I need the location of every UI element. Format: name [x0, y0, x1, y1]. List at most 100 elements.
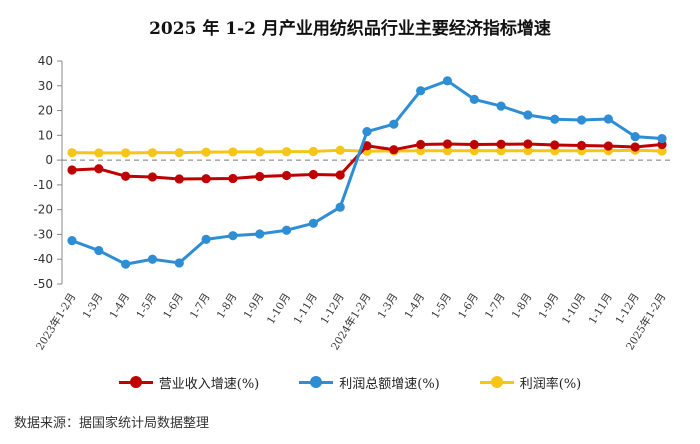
data-point-profit: [442, 76, 453, 86]
x-tick-label: 1-4月: [107, 291, 132, 321]
data-point-margin: [255, 147, 265, 157]
data-point-revenue: [576, 140, 587, 151]
data-point-profit: [121, 259, 131, 269]
data-point-profit: [469, 94, 479, 105]
data-point-revenue: [94, 164, 104, 174]
x-tick-label: 2023年1-2月: [33, 291, 78, 353]
data-point-margin: [523, 146, 533, 156]
y-tick-label: 10: [38, 128, 53, 142]
x-tick-label: 1-5月: [429, 291, 454, 321]
x-tick-label: 1-3月: [376, 291, 401, 321]
data-point-revenue: [147, 172, 158, 182]
data-point-profit: [416, 86, 426, 96]
data-point-revenue: [67, 165, 77, 175]
y-tick-label: 30: [38, 79, 53, 93]
data-point-profit: [523, 110, 533, 120]
data-point-profit: [576, 115, 587, 125]
data-point-revenue: [362, 141, 372, 151]
data-point-profit: [496, 101, 506, 111]
data-point-revenue: [201, 174, 211, 184]
legend-label-margin: 利润率(%): [519, 376, 582, 392]
legend-swatch-revenue: [118, 376, 153, 388]
data-point-revenue: [308, 169, 318, 180]
data-point-margin: [281, 147, 292, 157]
x-tick-label: 1-6月: [161, 291, 186, 321]
x-tick-label: 1-3月: [81, 291, 106, 321]
data-point-profit: [94, 245, 104, 256]
data-source-note: 数据来源：据国家统计局数据整理: [14, 416, 210, 431]
x-tick-label: 1-7月: [188, 291, 213, 321]
data-point-revenue: [603, 141, 613, 151]
x-tick-label: 1-7月: [483, 291, 508, 321]
data-point-margin: [657, 146, 667, 156]
x-tick-label: 1-12月: [613, 291, 641, 326]
data-point-margin: [228, 147, 238, 157]
data-point-profit: [550, 114, 560, 124]
data-point-revenue: [550, 140, 560, 150]
y-tick-label: 40: [38, 54, 53, 68]
data-point-profit: [657, 133, 667, 144]
data-point-revenue: [523, 139, 533, 149]
data-point-revenue: [281, 170, 292, 181]
y-tick-label: -10: [33, 178, 53, 192]
legend-item-margin: 利润率(%): [479, 372, 582, 392]
legend-item-profit: 利润总额增速(%): [299, 372, 440, 392]
data-point-margin: [94, 148, 104, 158]
data-point-margin: [121, 148, 131, 158]
data-point-revenue: [469, 139, 479, 150]
legend-swatch-profit: [299, 376, 334, 388]
data-point-profit: [389, 119, 399, 129]
data-point-revenue: [228, 173, 238, 184]
x-tick-label: 1-5月: [134, 291, 159, 321]
data-point-revenue: [496, 139, 506, 149]
data-point-revenue: [121, 171, 131, 181]
data-point-profit: [362, 127, 372, 137]
data-point-profit: [174, 258, 184, 268]
data-point-profit: [255, 229, 265, 239]
data-point-profit: [201, 234, 211, 244]
data-point-profit: [308, 218, 318, 228]
data-point-revenue: [174, 174, 184, 184]
legend-item-revenue: 营业收入增速(%): [118, 372, 260, 392]
data-point-profit: [67, 236, 77, 246]
x-tick-label: 1-6月: [456, 291, 481, 321]
y-tick-label: -50: [33, 277, 53, 291]
x-tick-label: 1-8月: [215, 291, 240, 321]
data-point-margin: [201, 147, 211, 157]
data-point-revenue: [442, 139, 453, 149]
data-point-profit: [630, 131, 640, 142]
x-tick-label: 1-4月: [402, 291, 427, 321]
data-point-revenue: [255, 171, 265, 182]
data-point-margin: [147, 148, 158, 158]
x-tick-label: 1-11月: [587, 291, 615, 326]
data-point-revenue: [630, 142, 640, 152]
chart-title: 2025 年 1-2 月产业用纺织品行业主要经济指标增速: [149, 19, 551, 39]
x-tick-label: 1-12月: [318, 291, 346, 326]
data-point-margin: [442, 146, 453, 156]
data-point-profit: [228, 231, 238, 241]
y-tick-label: 20: [38, 104, 53, 118]
data-point-margin: [174, 148, 184, 158]
data-point-profit: [335, 202, 345, 212]
chart-legend: 营业收入增速(%) 利润总额增速(%) 利润率(%): [0, 372, 700, 392]
legend-label-revenue: 营业收入增速(%): [158, 376, 260, 392]
data-point-revenue: [416, 139, 426, 150]
x-tick-label: 1-9月: [242, 291, 267, 321]
series-line-profit: [71, 79, 663, 266]
data-point-margin: [67, 148, 77, 158]
x-tick-label: 1-8月: [510, 291, 535, 321]
data-point-margin: [335, 145, 345, 155]
y-tick-label: 0: [45, 153, 53, 167]
data-point-profit: [603, 114, 613, 124]
legend-swatch-margin: [479, 376, 514, 388]
y-tick-label: -40: [33, 252, 53, 266]
data-point-revenue: [389, 145, 399, 155]
y-tick-label: -20: [33, 203, 53, 217]
x-tick-label: 1-10月: [560, 291, 588, 326]
data-point-profit: [281, 225, 292, 235]
data-point-profit: [147, 254, 158, 264]
data-point-margin: [496, 146, 506, 156]
x-tick-label: 1-10月: [265, 291, 293, 326]
x-tick-label: 1-9月: [537, 291, 562, 321]
